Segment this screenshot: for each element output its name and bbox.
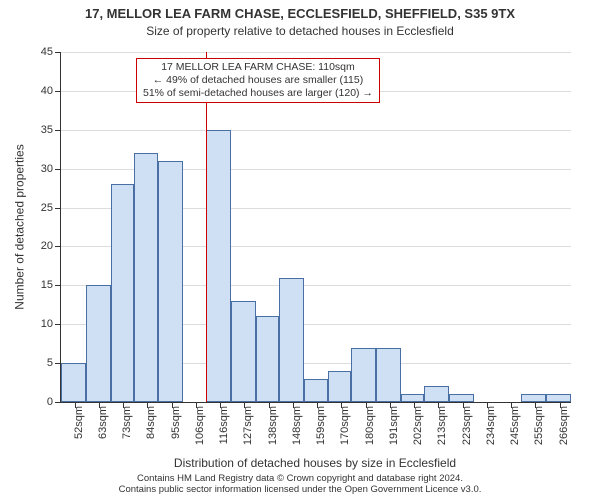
x-tick-label: 95sqm	[170, 406, 182, 439]
grid-line	[61, 52, 571, 53]
x-tick-label: 84sqm	[145, 406, 157, 439]
x-tick-label: 73sqm	[121, 406, 133, 439]
histogram-bar	[521, 394, 546, 402]
y-tick-label: 45	[41, 46, 61, 58]
plot-area: 05101520253035404552sqm63sqm73sqm84sqm95…	[60, 52, 571, 403]
x-tick-label: 106sqm	[194, 406, 206, 445]
annotation-box: 17 MELLOR LEA FARM CHASE: 110sqm← 49% of…	[136, 58, 380, 103]
y-tick-label: 20	[41, 240, 61, 252]
histogram-bar	[328, 371, 351, 402]
x-tick-label: 234sqm	[485, 406, 497, 445]
chart-container: { "title": "17, MELLOR LEA FARM CHASE, E…	[0, 0, 600, 500]
histogram-bar	[158, 161, 183, 402]
histogram-bar	[376, 348, 401, 402]
x-tick-label: 223sqm	[461, 406, 473, 445]
annotation-line-3: 51% of semi-detached houses are larger (…	[143, 87, 373, 100]
histogram-bar	[401, 394, 424, 402]
y-axis-title-text: Number of detached properties	[13, 144, 27, 309]
annotation-line-1: 17 MELLOR LEA FARM CHASE: 110sqm	[143, 61, 373, 74]
x-tick-label: 170sqm	[339, 406, 351, 445]
histogram-bar	[304, 379, 329, 402]
y-tick-label: 15	[41, 279, 61, 291]
x-tick-label: 202sqm	[412, 406, 424, 445]
histogram-bar	[351, 348, 376, 402]
grid-line	[61, 130, 571, 131]
x-tick-label: 116sqm	[218, 406, 230, 444]
y-tick-label: 25	[41, 202, 61, 214]
histogram-bar	[61, 363, 86, 402]
x-tick-label: 255sqm	[533, 406, 545, 445]
y-tick-label: 10	[41, 318, 61, 330]
histogram-bar	[134, 153, 159, 402]
histogram-bar	[231, 301, 256, 402]
y-tick-label: 30	[41, 163, 61, 175]
annotation-line-2: ← 49% of detached houses are smaller (11…	[143, 74, 373, 87]
x-tick-label: 127sqm	[242, 406, 254, 445]
histogram-bar	[111, 184, 134, 402]
x-tick-label: 213sqm	[436, 406, 448, 445]
y-tick-label: 0	[47, 396, 61, 408]
footer-attribution: Contains HM Land Registry data © Crown c…	[0, 474, 600, 496]
x-tick-label: 266sqm	[558, 406, 570, 445]
histogram-bar	[256, 316, 279, 402]
x-tick-label: 63sqm	[97, 406, 109, 439]
histogram-bar	[206, 130, 231, 402]
chart-title: 17, MELLOR LEA FARM CHASE, ECCLESFIELD, …	[0, 0, 600, 22]
histogram-bar	[449, 394, 474, 402]
y-tick-label: 40	[41, 85, 61, 97]
x-tick-label: 191sqm	[388, 406, 400, 445]
x-tick-label: 159sqm	[315, 406, 327, 445]
footer-line-2: Contains public sector information licen…	[0, 485, 600, 496]
y-tick-label: 5	[47, 357, 61, 369]
x-tick-label: 148sqm	[291, 406, 303, 445]
histogram-bar	[279, 278, 304, 402]
x-tick-label: 180sqm	[364, 406, 376, 445]
histogram-bar	[546, 394, 571, 402]
y-tick-label: 35	[41, 124, 61, 136]
x-tick-label: 138sqm	[267, 406, 279, 445]
y-axis-title: Number of detached properties	[12, 52, 28, 402]
histogram-bar	[86, 285, 111, 402]
x-axis-title: Distribution of detached houses by size …	[60, 456, 570, 470]
x-tick-label: 245sqm	[509, 406, 521, 445]
histogram-bar	[424, 386, 449, 402]
reference-line	[206, 52, 207, 402]
chart-subtitle: Size of property relative to detached ho…	[0, 24, 600, 38]
x-tick-label: 52sqm	[73, 406, 85, 439]
